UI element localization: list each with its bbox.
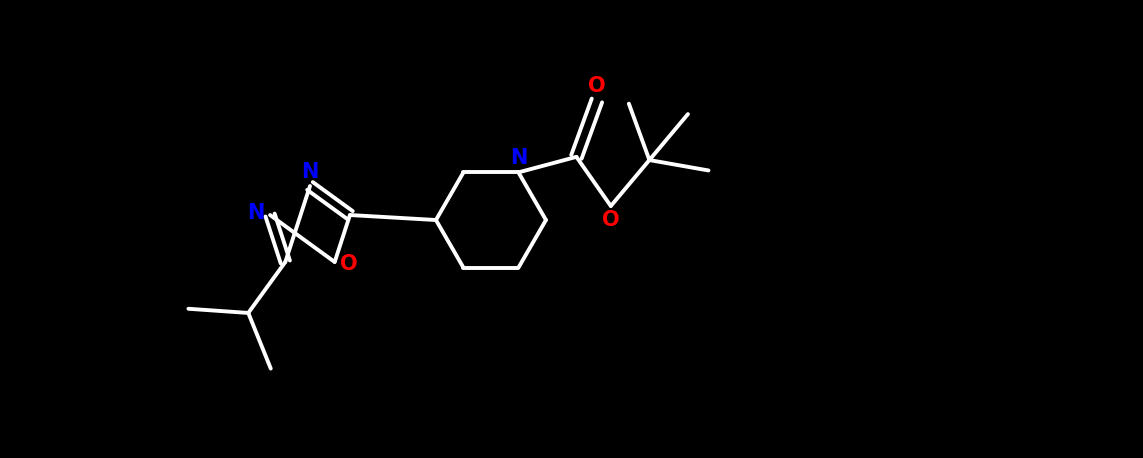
Text: N: N — [302, 162, 319, 182]
Text: N: N — [247, 203, 265, 223]
Text: N: N — [510, 148, 527, 169]
Text: O: O — [602, 210, 620, 230]
Text: O: O — [589, 76, 606, 97]
Text: O: O — [339, 254, 358, 274]
